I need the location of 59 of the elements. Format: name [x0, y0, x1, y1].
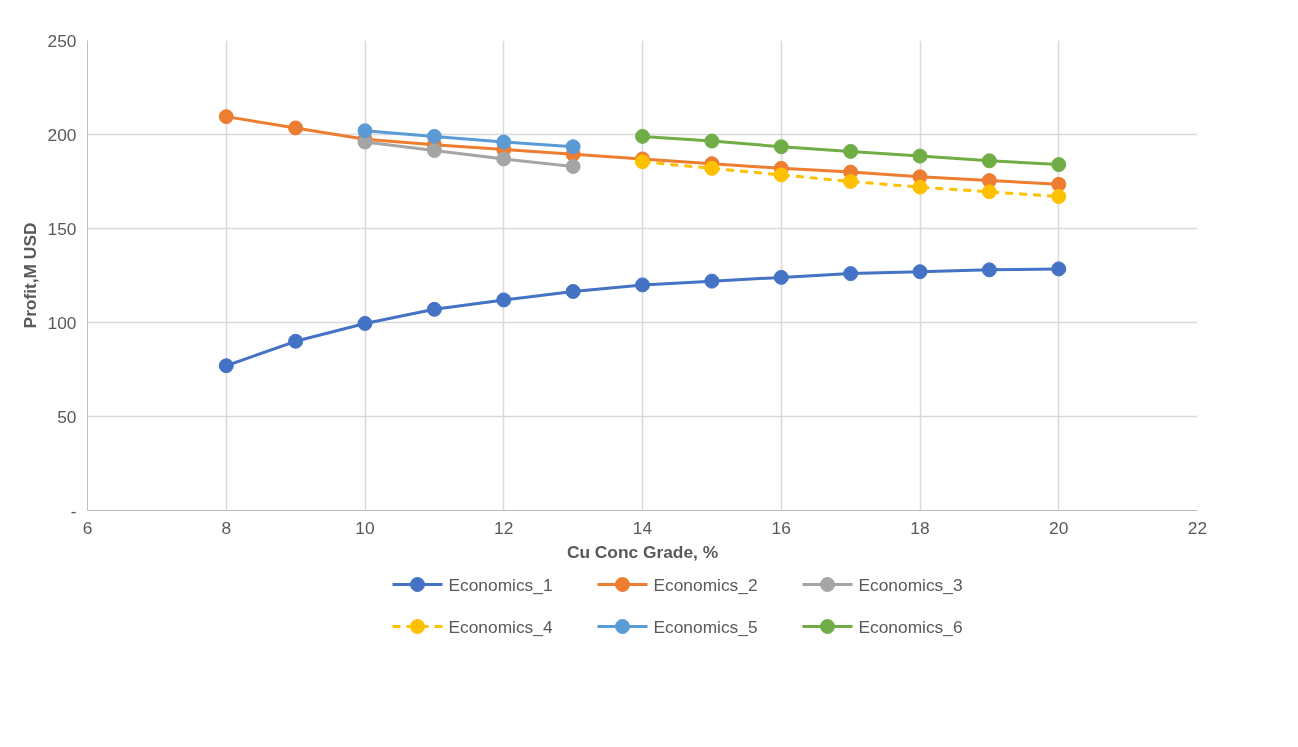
- point: [496, 151, 512, 167]
- legend-label: Economics_4: [448, 616, 553, 637]
- point: [357, 123, 373, 139]
- point: [773, 269, 789, 285]
- x-axis-title: Cu Conc Grade, %: [566, 541, 719, 562]
- y-axis-title: Profit,M USD: [19, 222, 40, 329]
- point: [218, 358, 234, 374]
- point: [912, 264, 928, 280]
- y-tick-label: 150: [47, 218, 77, 239]
- point: [635, 277, 650, 293]
- legend-label: Economics_3: [858, 574, 963, 595]
- x-tick-label: 6: [82, 517, 93, 538]
- y-tick-label: 200: [47, 124, 77, 145]
- point: [773, 139, 789, 155]
- y-tick-label: 100: [47, 312, 77, 333]
- x-tick-label: 20: [1049, 517, 1069, 538]
- point: [704, 273, 720, 289]
- point: [912, 148, 928, 164]
- point: [773, 167, 789, 183]
- x-tick-label: 8: [221, 517, 232, 538]
- legend-label: Economics_6: [858, 616, 963, 637]
- point: [1051, 157, 1067, 173]
- point: [1051, 176, 1067, 192]
- x-tick-label: 16: [771, 517, 791, 538]
- x-tick-label: 14: [632, 517, 653, 538]
- point: [704, 133, 720, 149]
- point: [704, 160, 720, 176]
- point: [565, 139, 581, 155]
- point: [288, 333, 304, 349]
- point: [981, 262, 997, 278]
- point: [426, 142, 442, 158]
- point: [496, 134, 512, 150]
- x-tick-label: 10: [355, 517, 375, 538]
- point: [565, 158, 581, 174]
- y-tick-label: -: [70, 500, 77, 521]
- legend-label: Economics_2: [653, 574, 758, 595]
- point: [635, 128, 650, 144]
- point: [1051, 189, 1067, 205]
- legend-label: Economics_1: [448, 574, 553, 595]
- point: [981, 153, 997, 169]
- point: [912, 179, 928, 195]
- x-tick-label: 18: [910, 517, 930, 538]
- point: [426, 128, 442, 144]
- point: [357, 315, 373, 331]
- point: [843, 174, 859, 189]
- point: [496, 292, 512, 308]
- legend-label: Economics_5: [653, 616, 758, 637]
- y-tick-label: 50: [57, 406, 77, 427]
- point: [843, 266, 859, 282]
- y-tick-label: 250: [47, 30, 77, 51]
- point: [218, 109, 234, 125]
- x-tick-label: 22: [1187, 517, 1208, 538]
- point: [1051, 261, 1067, 277]
- point: [426, 301, 442, 317]
- point: [981, 184, 997, 200]
- point: [565, 283, 581, 299]
- point: [843, 143, 859, 159]
- point: [288, 120, 304, 136]
- x-tick-label: 12: [494, 517, 514, 538]
